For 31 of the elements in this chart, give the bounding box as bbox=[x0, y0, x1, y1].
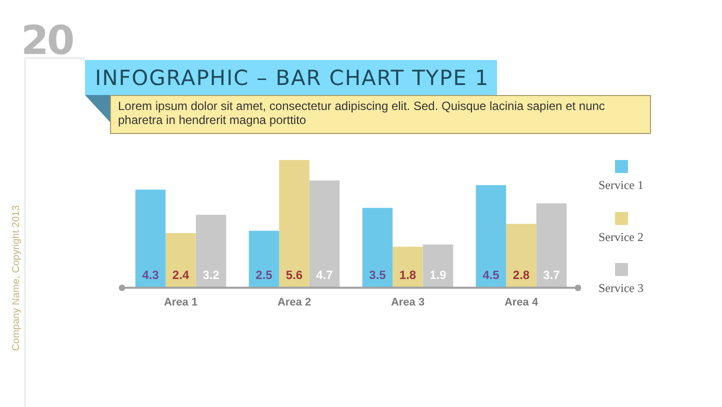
data-label: 2.8 bbox=[512, 268, 530, 282]
bar bbox=[506, 224, 536, 288]
data-label: 1.8 bbox=[399, 268, 416, 282]
bar bbox=[536, 203, 567, 288]
data-label: 4.3 bbox=[142, 268, 160, 282]
bar bbox=[279, 160, 310, 288]
bar bbox=[362, 208, 393, 288]
bar bbox=[248, 230, 280, 288]
bar bbox=[392, 246, 423, 288]
bar bbox=[196, 214, 226, 288]
data-label: 2.4 bbox=[172, 268, 190, 282]
data-label: 4.5 bbox=[482, 268, 500, 282]
text: Company Name, Copyright 2013 bbox=[10, 204, 23, 353]
data-label: 5.6 bbox=[286, 268, 303, 282]
x-tick-label: Area 3 bbox=[390, 296, 425, 308]
bar bbox=[422, 244, 454, 288]
chart-subtitle: Lorem ipsum dolor sit amet, consectetur adipiscing elit. Sed. Quisque lacinia sapien et nunc pharetra in hendrerit magna porttito bbox=[110, 95, 651, 134]
text: 20 bbox=[21, 18, 73, 64]
legend-label: Service 3 bbox=[598, 281, 644, 295]
data-label: 2.5 bbox=[256, 268, 273, 282]
data-label: 3.5 bbox=[369, 268, 386, 282]
legend-label: Service 1 bbox=[598, 178, 644, 192]
bar bbox=[135, 190, 166, 288]
x-tick-label: Area 2 bbox=[277, 296, 312, 308]
legend-label: Service 2 bbox=[598, 230, 644, 244]
bar bbox=[166, 233, 196, 288]
bar bbox=[476, 185, 506, 288]
bar bbox=[309, 180, 340, 288]
x-tick-label: Area 1 bbox=[164, 296, 198, 308]
x-tick-label: Area 4 bbox=[504, 296, 539, 308]
chart-title: INFOGRAPHIC – BAR CHART TYPE 1 bbox=[85, 60, 497, 95]
